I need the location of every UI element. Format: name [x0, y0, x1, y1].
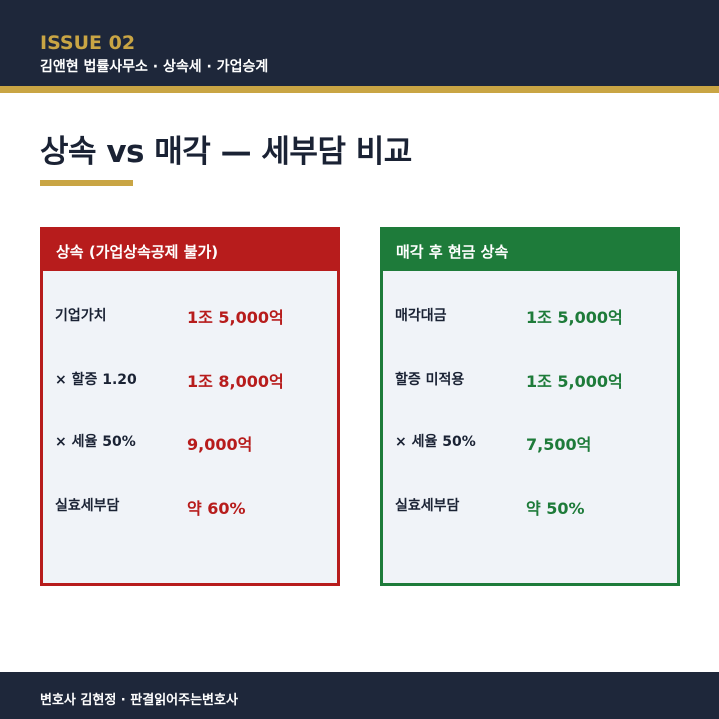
card-heading: 상속 (가업상속공제 불가)	[40, 227, 340, 271]
card-heading: 매각 후 현금 상속	[380, 227, 680, 271]
footer-text: 변호사 김현정 · 판결읽어주는변호사	[40, 693, 238, 708]
gold-divider	[0, 86, 719, 93]
row-label: 할증 미적용	[395, 372, 465, 388]
row-value: 1조 5,000억	[526, 372, 623, 391]
page-title: 상속 vs 매각 — 세부담 비교	[40, 134, 412, 170]
row-label: 매각대금	[395, 308, 447, 324]
row-value: 1조 5,000억	[187, 308, 284, 327]
row-value: 약 60%	[187, 499, 246, 518]
row-value: 1조 5,000억	[526, 308, 623, 327]
header-subtitle: 김앤현 법률사무소 · 상속세 · 가업승계	[40, 59, 269, 75]
header-bar: ISSUE 02 김앤현 법률사무소 · 상속세 · 가업승계	[0, 0, 719, 86]
footer-bar: 변호사 김현정 · 판결읽어주는변호사	[0, 672, 719, 719]
row-label: × 세율 50%	[55, 434, 136, 450]
row-label: 실효세부담	[55, 498, 120, 514]
row-label: 기업가치	[55, 308, 107, 324]
inheritance-card: 상속 (가업상속공제 불가) 기업가치 1조 5,000억 × 할증 1.20 …	[40, 227, 340, 586]
title-underline	[40, 180, 133, 186]
row-value: 9,000억	[187, 435, 253, 454]
row-label: × 세율 50%	[395, 434, 476, 450]
row-value: 7,500억	[526, 435, 592, 454]
row-label: × 할증 1.20	[55, 372, 137, 388]
sale-card: 매각 후 현금 상속 매각대금 1조 5,000억 할증 미적용 1조 5,00…	[380, 227, 680, 586]
row-label: 실효세부담	[395, 498, 460, 514]
row-value: 1조 8,000억	[187, 372, 284, 391]
row-value: 약 50%	[526, 499, 585, 518]
issue-label: ISSUE 02	[40, 32, 136, 54]
